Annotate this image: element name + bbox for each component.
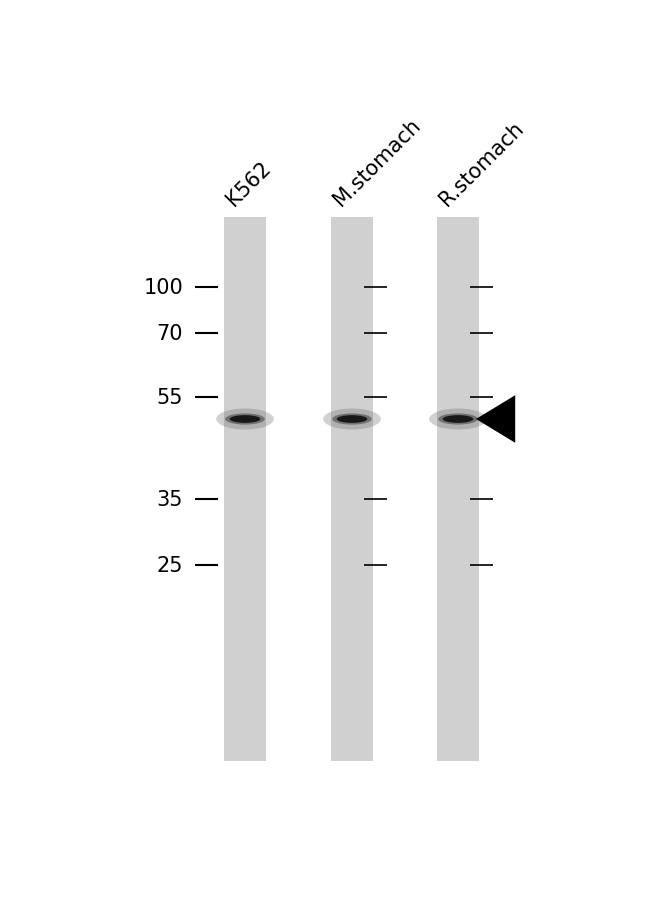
Text: R.stomach: R.stomach <box>436 119 528 210</box>
Ellipse shape <box>332 414 372 425</box>
Bar <box>437 218 479 761</box>
Bar <box>224 218 266 761</box>
Polygon shape <box>476 396 515 443</box>
Ellipse shape <box>216 409 274 430</box>
Text: K562: K562 <box>223 158 275 210</box>
Ellipse shape <box>429 409 487 430</box>
Text: 55: 55 <box>157 388 183 407</box>
Text: 35: 35 <box>157 490 183 509</box>
Ellipse shape <box>337 415 367 424</box>
Ellipse shape <box>225 414 265 425</box>
Ellipse shape <box>229 415 260 424</box>
Text: 70: 70 <box>157 323 183 344</box>
Ellipse shape <box>443 415 473 424</box>
Text: 25: 25 <box>157 555 183 575</box>
Text: M.stomach: M.stomach <box>330 115 424 210</box>
Bar <box>331 218 373 761</box>
Ellipse shape <box>323 409 381 430</box>
Ellipse shape <box>438 414 478 425</box>
Text: 100: 100 <box>143 278 183 298</box>
